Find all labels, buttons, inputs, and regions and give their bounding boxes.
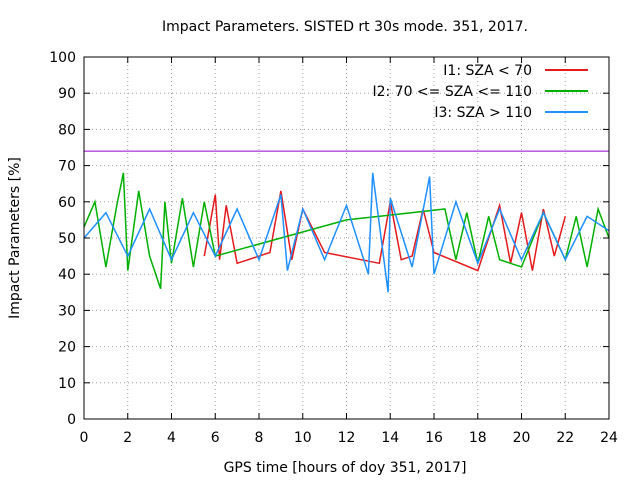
x-tick-label: 4 bbox=[167, 430, 176, 446]
x-axis-title: GPS time [hours of doy 351, 2017] bbox=[224, 460, 467, 476]
grid-layer bbox=[84, 57, 609, 419]
x-tick-label: 22 bbox=[556, 430, 574, 446]
axes-layer: 0 2 4 6 8 10 12 14 16 18 20 22 240102030405060708090… bbox=[49, 50, 618, 446]
y-tick-label: 60 bbox=[58, 195, 76, 211]
y-tick-label: 90 bbox=[58, 86, 76, 102]
series-line-3 bbox=[83, 172, 610, 293]
x-tick-label: 14 bbox=[381, 430, 399, 446]
y-axis-title: Impact Parameters [%] bbox=[7, 157, 23, 319]
y-tick-label: 20 bbox=[58, 340, 76, 356]
y-tick-label: 40 bbox=[58, 267, 76, 283]
chart-title: Impact Parameters. SISTED rt 30s mode. 3… bbox=[162, 19, 528, 35]
y-tick-label: 0 bbox=[67, 412, 76, 428]
series-line-2 bbox=[83, 172, 610, 289]
legend-label-1: I1: SZA < 70 bbox=[443, 63, 532, 79]
y-tick-label: 30 bbox=[58, 303, 76, 319]
x-tick-label: 6 bbox=[211, 430, 220, 446]
x-tick-label: 8 bbox=[255, 430, 264, 446]
x-tick-label: 24 bbox=[600, 430, 618, 446]
legend: I1: SZA < 70 I2: 70 <= SZA <= 110 I3: SZA … bbox=[372, 63, 588, 121]
y-tick-label: 50 bbox=[58, 231, 76, 247]
y-tick-label: 100 bbox=[49, 50, 76, 66]
series-layer bbox=[83, 172, 610, 293]
x-tick-label: 10 bbox=[294, 430, 312, 446]
x-tick-label: 16 bbox=[425, 430, 443, 446]
x-tick-label: 18 bbox=[469, 430, 487, 446]
y-tick-label: 80 bbox=[58, 122, 76, 138]
x-tick-label: 20 bbox=[513, 430, 531, 446]
series-line-1 bbox=[203, 190, 567, 272]
y-tick-label: 10 bbox=[58, 376, 76, 392]
legend-label-3: I3: SZA > 110 bbox=[434, 105, 532, 121]
y-tick-label: 70 bbox=[58, 159, 76, 175]
legend-label-2: I2: 70 <= SZA <= 110 bbox=[372, 84, 532, 100]
x-tick-label: 2 bbox=[123, 430, 132, 446]
x-tick-label: 0 bbox=[80, 430, 89, 446]
x-tick-label: 12 bbox=[338, 430, 356, 446]
